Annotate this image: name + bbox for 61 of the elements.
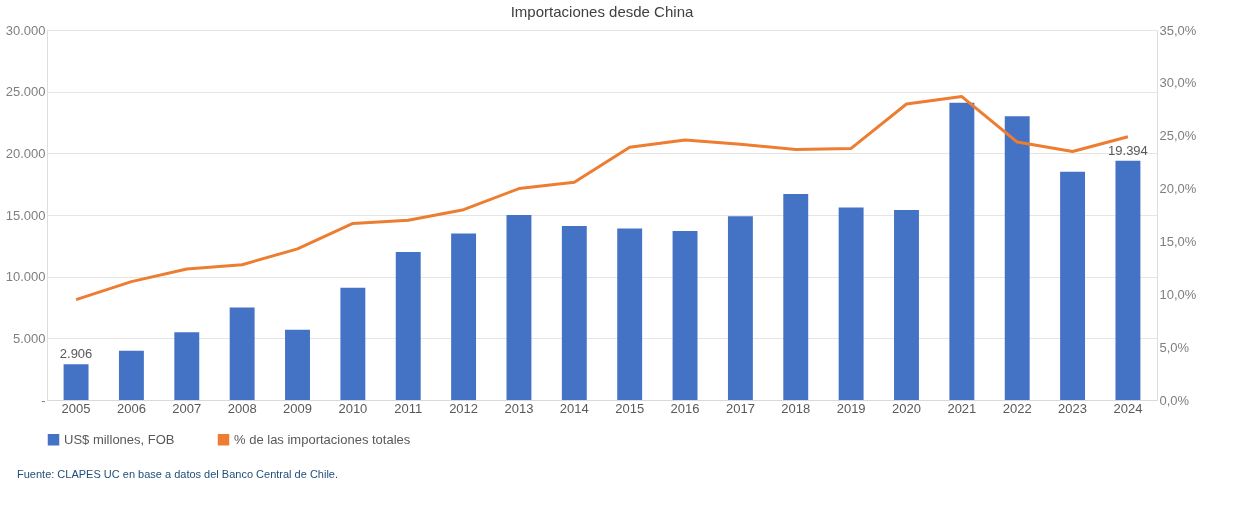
bar: [838, 207, 864, 400]
bar: [340, 287, 366, 400]
y2-tick-label: 15,0%: [1159, 233, 1197, 249]
legend-label: US$ millones, FOB: [64, 431, 175, 447]
y-tick-label: 25.000: [5, 84, 46, 100]
bar: [229, 307, 255, 400]
source-note: Fuente: CLAPES UC en base a datos del Banco Central de Chile.: [17, 468, 339, 480]
y-tick-label: 10.000: [5, 269, 46, 285]
y-tick-label: -: [41, 392, 46, 408]
bar: [617, 228, 643, 400]
y-tick-label: 15.000: [5, 207, 46, 223]
x-tick-label: 2011: [394, 400, 423, 416]
bar: [1060, 171, 1086, 400]
bar: [118, 350, 144, 400]
x-tick-label: 2006: [116, 400, 146, 416]
x-tick-label: 2014: [559, 400, 589, 416]
bar: [63, 364, 89, 400]
bar: [783, 194, 809, 400]
x-tick-label: 2021: [947, 400, 977, 416]
data-label: 2.906: [59, 346, 93, 362]
bar: [174, 332, 200, 400]
x-tick-label: 2020: [892, 400, 921, 416]
bar: [451, 233, 477, 400]
x-tick-label: 2009: [283, 400, 312, 416]
y2-tick-label: 5,0%: [1159, 339, 1190, 355]
x-tick-label: 2019: [836, 400, 866, 416]
legend-label: % de las importaciones totales: [234, 431, 411, 447]
bar: [1004, 116, 1030, 400]
bar: [1115, 160, 1141, 400]
x-tick-label: 2015: [615, 400, 645, 416]
x-tick-label: 2008: [227, 400, 257, 416]
bar: [894, 210, 919, 400]
x-tick-label: 2017: [725, 400, 755, 416]
x-tick-label: 2018: [781, 400, 811, 416]
chart-title: Importaciones desde China: [510, 3, 694, 20]
x-tick-label: 2012: [449, 400, 479, 416]
y2-tick-label: 30,0%: [1159, 75, 1197, 91]
x-tick-label: 2007: [172, 400, 202, 416]
x-tick-label: 2016: [670, 400, 700, 416]
bar: [506, 215, 532, 400]
y-tick-label: 30.000: [5, 22, 46, 38]
bar: [285, 329, 310, 400]
y-tick-label: 20.000: [5, 145, 46, 161]
bar: [672, 231, 698, 400]
bar: [395, 252, 421, 400]
x-tick-label: 2023: [1058, 400, 1088, 416]
y2-tick-label: 10,0%: [1159, 286, 1197, 302]
bar: [727, 216, 753, 400]
y2-tick-label: 20,0%: [1159, 181, 1197, 197]
y-tick-label: 5.000: [12, 330, 46, 346]
y2-tick-label: 25,0%: [1159, 128, 1197, 144]
bar: [561, 226, 587, 400]
y2-tick-label: 0,0%: [1159, 392, 1190, 408]
y2-tick-label: 35,0%: [1159, 22, 1197, 38]
data-label: 19.394: [1108, 142, 1148, 158]
x-tick-label: 2024: [1113, 400, 1143, 416]
x-tick-label: 2010: [338, 400, 368, 416]
bar: [949, 102, 975, 400]
x-tick-label: 2013: [504, 400, 534, 416]
x-tick-label: 2022: [1002, 400, 1032, 416]
x-tick-label: 2005: [61, 400, 91, 416]
